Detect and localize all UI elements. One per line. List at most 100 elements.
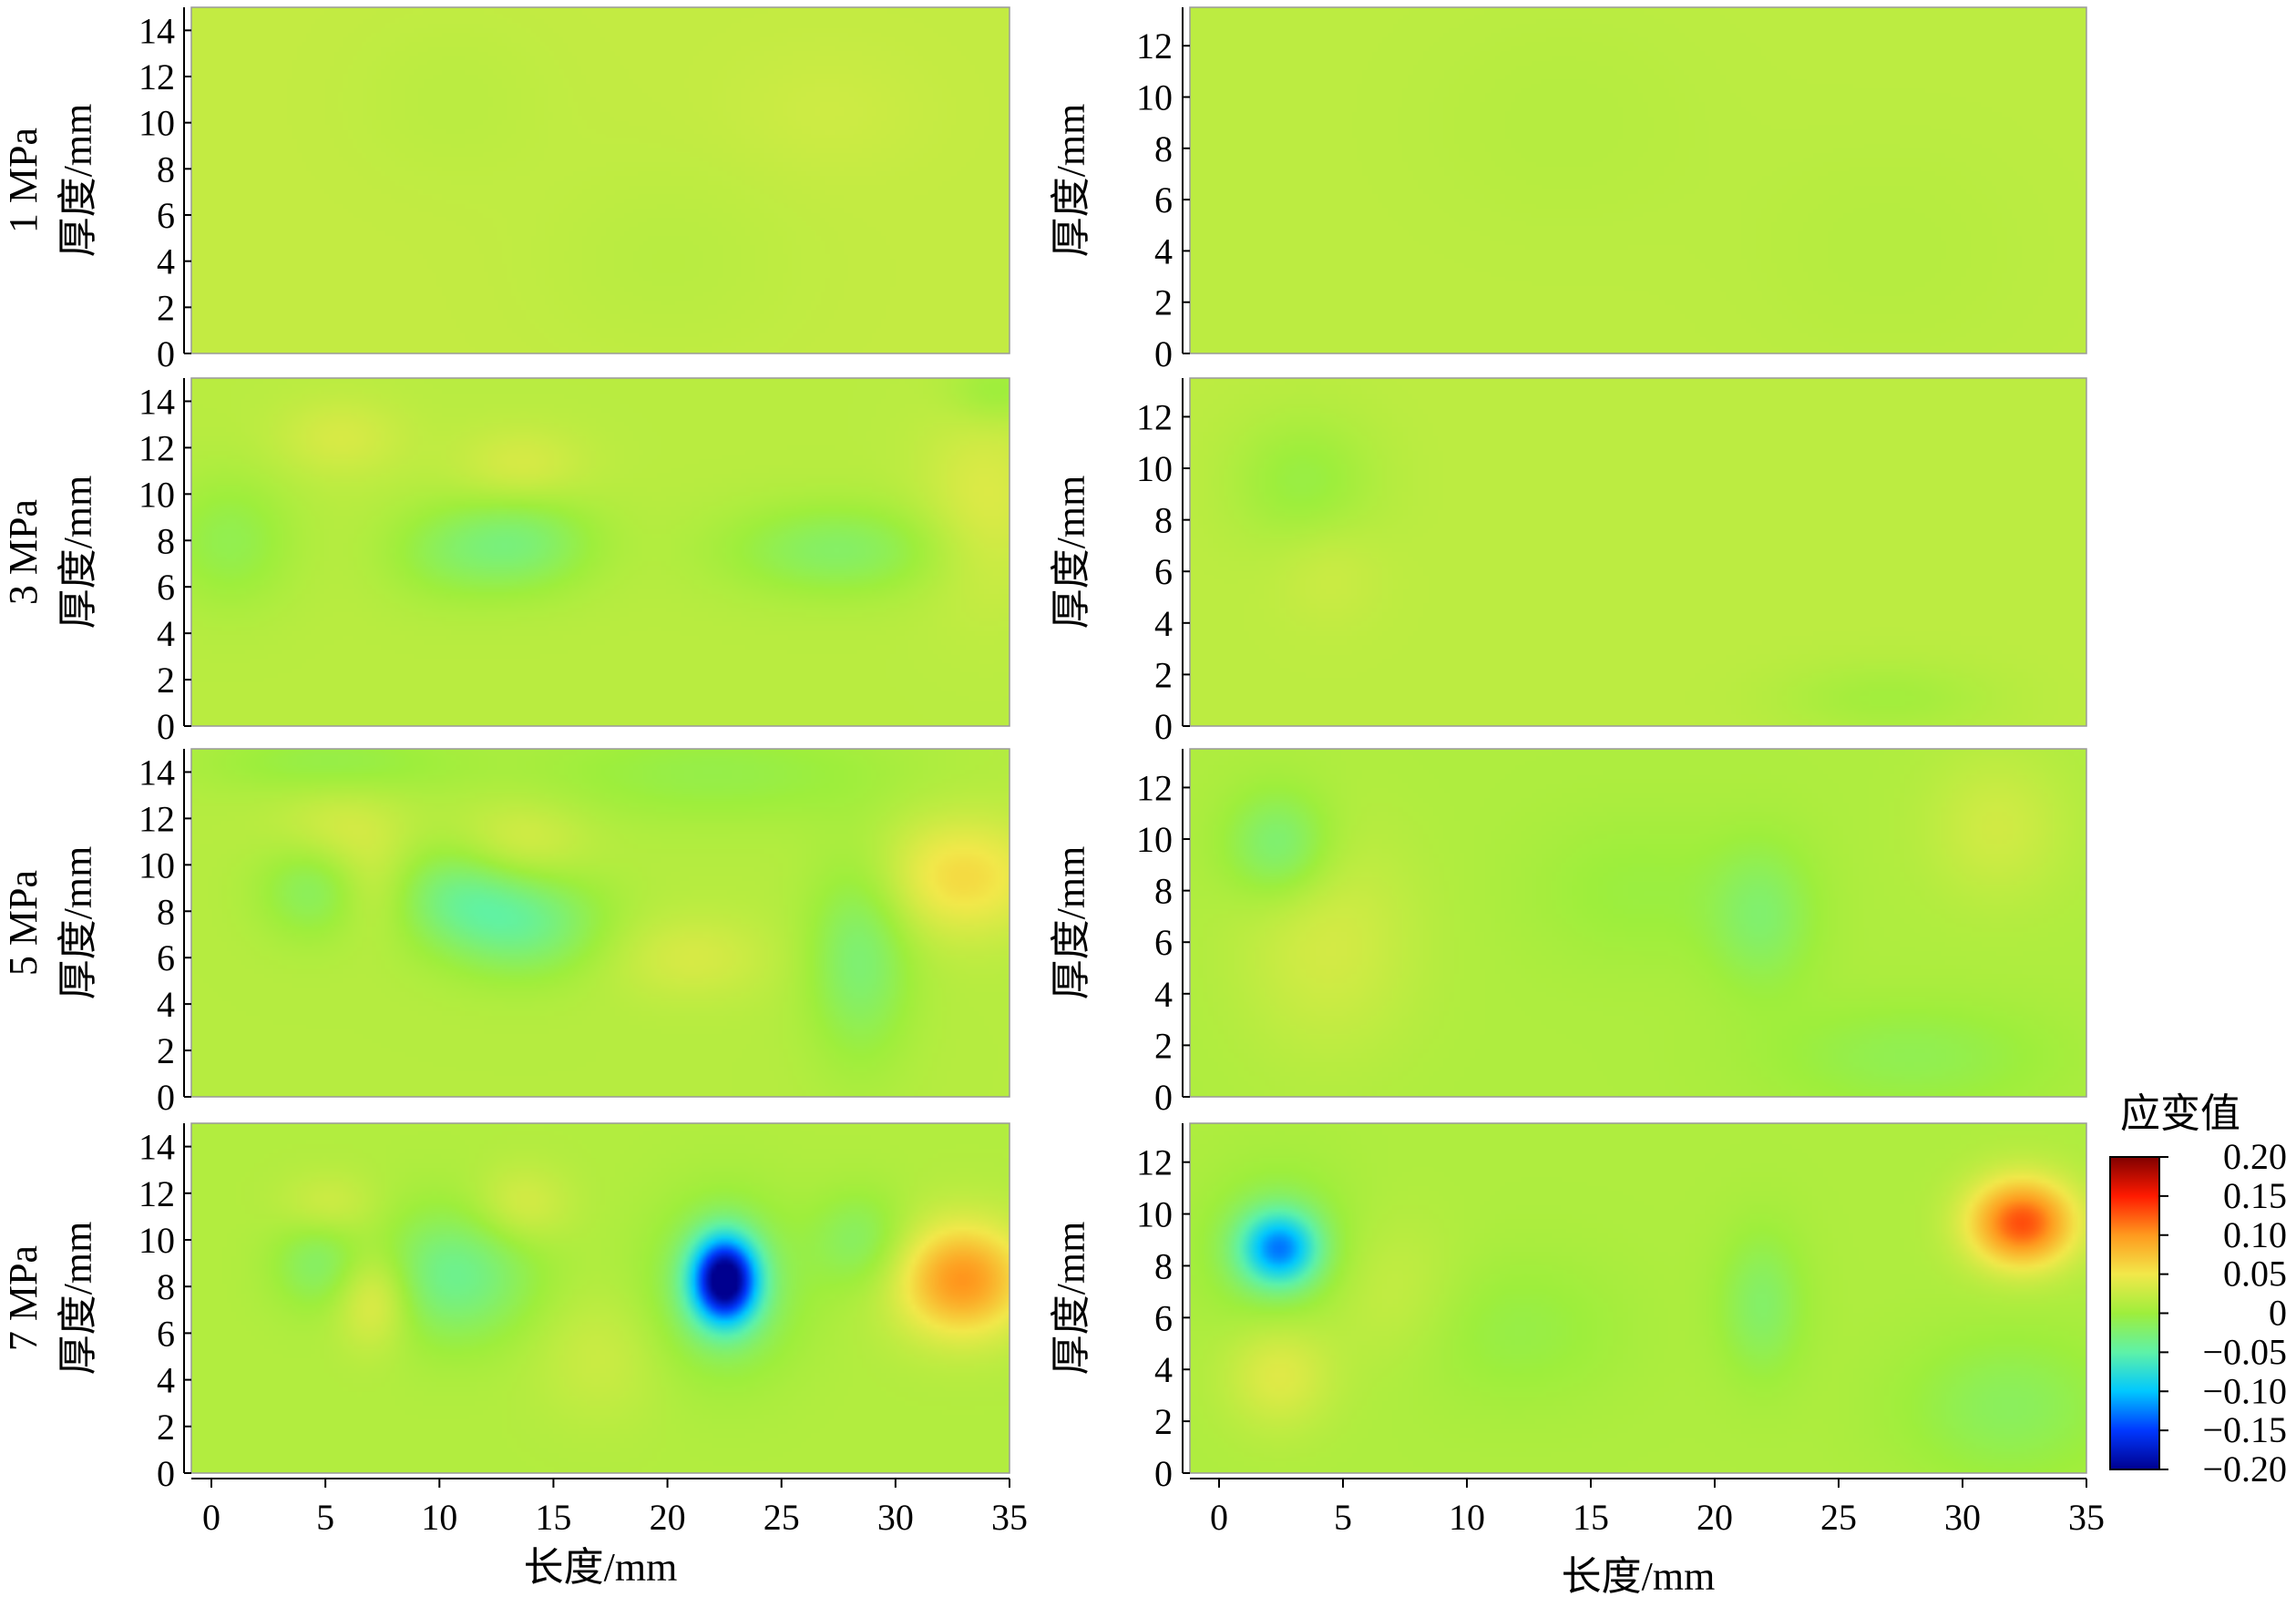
y-tick-label: 12 bbox=[138, 1173, 175, 1214]
heatmap-panel-right-1: 0 2 4 6 8 10 12 厚度/mm bbox=[1049, 6, 2087, 374]
y-tick-label: 10 bbox=[138, 1220, 175, 1261]
x-tick-label: 5 bbox=[1334, 1497, 1352, 1538]
pressure-label: 1 MPa bbox=[1, 128, 46, 233]
y-axis-label: 厚度/mm bbox=[1049, 104, 1093, 258]
x-tick-label: 20 bbox=[650, 1497, 686, 1538]
strain-field bbox=[1190, 1123, 2086, 1473]
y-tick-label: 8 bbox=[157, 1266, 175, 1307]
y-tick-label: 6 bbox=[157, 937, 175, 978]
panel-frame bbox=[1189, 748, 2087, 1098]
y-tick-label: 2 bbox=[1154, 282, 1173, 323]
x-axis-label: 长度/mm bbox=[524, 1545, 678, 1590]
x-tick-label: 5 bbox=[316, 1497, 334, 1538]
y-tick-label: 4 bbox=[1154, 1349, 1173, 1390]
colorbar-tick-label: −0.20 bbox=[2202, 1448, 2287, 1489]
y-axis-label: 厚度/mm bbox=[56, 1222, 100, 1376]
y-tick-label: 6 bbox=[1154, 551, 1173, 592]
strain-field bbox=[1190, 7, 2086, 353]
y-tick-label: 12 bbox=[1136, 1142, 1173, 1183]
y-tick-label: 6 bbox=[157, 567, 175, 608]
y-tick-label: 0 bbox=[1154, 333, 1173, 374]
y-tick-label: 10 bbox=[1136, 1194, 1173, 1235]
colorbar-gradient bbox=[2109, 1156, 2160, 1470]
y-tick-label: 4 bbox=[1154, 230, 1173, 271]
colorbar-tick-label: 0.20 bbox=[2223, 1136, 2287, 1177]
heatmap-panel-left-1: 0 2 4 6 810 12 14 厚度/mm1 MPa bbox=[1, 6, 1010, 374]
y-tick-label: 4 bbox=[1154, 603, 1173, 644]
heatmap-panel-right-2: 0 2 4 6 8 10 12 厚度/mm bbox=[1049, 377, 2087, 747]
y-tick-label: 14 bbox=[138, 752, 175, 793]
strain-field bbox=[1190, 749, 2086, 1097]
colorbar-tick-label: −0.15 bbox=[2202, 1409, 2287, 1450]
panel-frame bbox=[1189, 1122, 2087, 1474]
colorbar-tick-label: 0.05 bbox=[2223, 1254, 2287, 1295]
y-tick-label: 12 bbox=[138, 427, 175, 468]
x-tick-label: 15 bbox=[535, 1497, 571, 1538]
x-axis-label: 长度/mm bbox=[1562, 1554, 1716, 1599]
panel-frame bbox=[190, 377, 1010, 727]
x-tick-label: 0 bbox=[202, 1497, 220, 1538]
x-tick-label: 20 bbox=[1696, 1497, 1733, 1538]
y-tick-label: 12 bbox=[1136, 767, 1173, 808]
y-tick-label: 10 bbox=[138, 844, 175, 885]
colorbar-tick-label: 0.10 bbox=[2223, 1214, 2287, 1255]
y-tick-label: 2 bbox=[157, 1030, 175, 1071]
y-tick-label: 0 bbox=[157, 333, 175, 374]
y-tick-label: 6 bbox=[1154, 179, 1173, 220]
y-tick-label: 0 bbox=[1154, 1077, 1173, 1118]
y-tick-label: 4 bbox=[157, 1360, 175, 1401]
y-axis-label: 厚度/mm bbox=[1049, 846, 1093, 1000]
y-tick-label: 6 bbox=[1154, 922, 1173, 963]
y-axis-label: 厚度/mm bbox=[56, 104, 100, 258]
y-axis-label: 厚度/mm bbox=[56, 476, 100, 629]
y-tick-label: 8 bbox=[1154, 500, 1173, 541]
y-tick-label: 6 bbox=[157, 1313, 175, 1354]
y-tick-label: 4 bbox=[157, 984, 175, 1025]
y-tick-label: 8 bbox=[157, 148, 175, 189]
strain-field bbox=[191, 7, 1010, 353]
x-tick-label: 15 bbox=[1573, 1497, 1609, 1538]
x-tick-label: 25 bbox=[764, 1497, 800, 1538]
colorbar-tick-label: 0 bbox=[2269, 1293, 2287, 1334]
x-tick-label: 0 bbox=[1210, 1497, 1228, 1538]
y-tick-label: 8 bbox=[1154, 128, 1173, 169]
x-tick-label: 30 bbox=[1944, 1497, 1981, 1538]
y-tick-label: 0 bbox=[157, 706, 175, 747]
panel-frame bbox=[1189, 6, 2087, 354]
y-tick-label: 12 bbox=[1136, 26, 1173, 67]
heatmap-panel-left-4: 0 2 4 6 8 10 12 14 厚度/mm7 MPa 0 5 10 15 20 25 30 35 长度/mm bbox=[1, 1122, 1028, 1590]
strain-field bbox=[191, 749, 1010, 1097]
y-tick-label: 10 bbox=[1136, 819, 1173, 860]
heatmap-panel-left-2: 0 2 4 6 8 10 12 14 厚度/mm3 MPa bbox=[1, 377, 1010, 747]
y-tick-label: 14 bbox=[138, 10, 175, 51]
colorbar-tick-label: 0.15 bbox=[2223, 1175, 2287, 1216]
heatmap-panel-right-4: 0 2 4 6 8 10 12 厚度/mm 0 5 10 15 20 25 30 35 长度/mm bbox=[1049, 1122, 2105, 1599]
panel-frame bbox=[190, 1122, 1010, 1474]
y-tick-label: 2 bbox=[157, 287, 175, 328]
colorbar-tick-label: −0.10 bbox=[2202, 1370, 2287, 1411]
pressure-label: 3 MPa bbox=[1, 499, 46, 605]
y-tick-label: 0 bbox=[157, 1453, 175, 1494]
strain-field bbox=[1190, 378, 2086, 726]
x-tick-label: 10 bbox=[421, 1497, 457, 1538]
heatmap-panel-left-3: 0 2 4 6 8 10 12 14 厚度/mm5 MPa bbox=[1, 748, 1010, 1118]
panel-frame bbox=[190, 748, 1010, 1098]
y-tick-label: 8 bbox=[157, 891, 175, 932]
y-axis-label: 厚度/mm bbox=[1049, 1222, 1093, 1376]
colorbar-ticks: 0.200.150.100.050−0.05−0.10−0.15−0.20 bbox=[2159, 1136, 2287, 1489]
colorbar-title: 应变值 bbox=[2120, 1091, 2240, 1136]
y-axis-label: 厚度/mm bbox=[1049, 476, 1093, 629]
y-tick-label: 8 bbox=[1154, 871, 1173, 912]
y-tick-label: 12 bbox=[138, 798, 175, 839]
y-tick-label: 2 bbox=[157, 1407, 175, 1448]
y-tick-label: 10 bbox=[1136, 448, 1173, 489]
y-tick-label: 2 bbox=[157, 660, 175, 701]
colorbar-tick-label: −0.05 bbox=[2202, 1331, 2287, 1372]
y-tick-label: 6 bbox=[1154, 1297, 1173, 1338]
strain-field bbox=[191, 378, 1010, 726]
x-tick-label: 35 bbox=[2068, 1497, 2105, 1538]
y-tick-label: 2 bbox=[1154, 654, 1173, 695]
y-tick-label: 14 bbox=[138, 1127, 175, 1168]
